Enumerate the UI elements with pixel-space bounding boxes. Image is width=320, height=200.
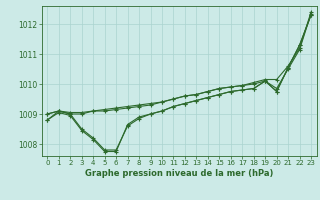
X-axis label: Graphe pression niveau de la mer (hPa): Graphe pression niveau de la mer (hPa) [85,169,273,178]
